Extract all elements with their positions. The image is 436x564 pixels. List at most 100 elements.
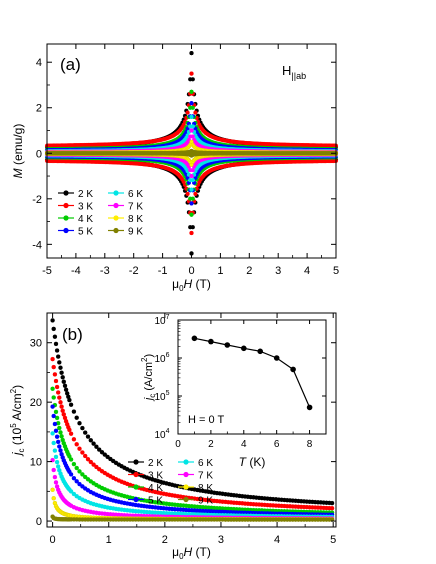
legend-marker bbox=[63, 215, 69, 221]
inset-y-tick-label: 106 bbox=[154, 352, 169, 365]
y-tick-label: 30 bbox=[30, 338, 42, 350]
legend-label: 8 K bbox=[128, 214, 143, 225]
legend-label: 4 K bbox=[148, 483, 163, 494]
data-point bbox=[59, 404, 64, 409]
legend-label: 7 K bbox=[198, 471, 213, 482]
data-point bbox=[52, 421, 58, 427]
x-tick-label: 4 bbox=[274, 534, 280, 546]
data-point bbox=[188, 225, 193, 230]
data-point bbox=[51, 440, 56, 446]
data-point bbox=[189, 101, 194, 106]
data-point bbox=[53, 428, 59, 433]
data-point bbox=[57, 360, 62, 365]
data-point bbox=[56, 464, 61, 469]
data-point bbox=[51, 395, 56, 400]
legend-label: 3 K bbox=[148, 471, 163, 482]
data-point bbox=[56, 354, 61, 359]
x-axis-label: μ0H (T) bbox=[172, 545, 211, 561]
data-point bbox=[82, 430, 88, 435]
legend-label: 3 K bbox=[78, 202, 93, 213]
data-point bbox=[50, 487, 55, 492]
x-axis-label: μ0H (T) bbox=[172, 277, 211, 293]
data-point bbox=[189, 212, 194, 217]
data-point bbox=[52, 474, 58, 480]
legend-marker bbox=[133, 459, 139, 465]
x-tick-label: 2 bbox=[246, 265, 252, 277]
data-point bbox=[54, 434, 60, 439]
legend-marker bbox=[63, 202, 69, 209]
data-point bbox=[188, 77, 193, 82]
data-point bbox=[54, 384, 60, 390]
data-point bbox=[53, 378, 59, 384]
data-point bbox=[71, 409, 77, 414]
legend-label: 9 K bbox=[198, 496, 213, 507]
legend-label: 2 K bbox=[148, 458, 163, 469]
data-point bbox=[68, 472, 74, 477]
inset-x-tick-label: 2 bbox=[208, 439, 214, 450]
data-point bbox=[68, 457, 74, 462]
x-tick-label: 5 bbox=[333, 265, 339, 277]
data-point bbox=[188, 105, 193, 110]
inset-data-point bbox=[241, 345, 247, 352]
data-point bbox=[88, 438, 94, 443]
legend-marker bbox=[63, 190, 69, 196]
inset-data-point bbox=[290, 366, 296, 373]
data-point bbox=[189, 114, 194, 119]
panel-label-a: (a) bbox=[60, 55, 81, 74]
data-point bbox=[80, 425, 85, 431]
y-axis-label: jc (105 A/cm2) bbox=[9, 385, 26, 457]
data-point bbox=[193, 110, 198, 115]
data-point bbox=[56, 439, 61, 445]
data-point bbox=[51, 326, 56, 332]
data-point bbox=[329, 506, 335, 511]
data-point bbox=[50, 431, 55, 436]
data-point bbox=[58, 448, 63, 453]
data-point bbox=[54, 348, 60, 353]
legend-label: 5 K bbox=[148, 496, 163, 507]
data-point bbox=[189, 187, 194, 192]
x-tick-label: 0 bbox=[50, 534, 56, 546]
legend-label: 5 K bbox=[78, 227, 93, 238]
inset-y-tick-label: 104 bbox=[154, 428, 169, 441]
legend-marker bbox=[133, 471, 139, 478]
inset-data-point bbox=[273, 355, 280, 361]
legend-marker bbox=[133, 496, 139, 503]
x-tick-label: 0 bbox=[188, 265, 194, 277]
inset-data-point bbox=[306, 404, 313, 411]
inset-x-axis-label: T (K) bbox=[239, 455, 266, 469]
legend-marker bbox=[113, 202, 119, 209]
data-point bbox=[56, 390, 61, 395]
data-point bbox=[53, 341, 59, 347]
data-point bbox=[51, 413, 56, 419]
y-tick-label: 20 bbox=[30, 397, 42, 409]
data-point bbox=[188, 124, 193, 129]
inset-data-point bbox=[224, 342, 231, 348]
data-point bbox=[189, 128, 194, 133]
data-point bbox=[51, 467, 56, 473]
inset-data-point bbox=[257, 348, 264, 355]
data-point bbox=[67, 397, 72, 403]
data-point bbox=[74, 465, 79, 471]
data-point bbox=[53, 409, 59, 415]
x-tick-label: 3 bbox=[218, 534, 224, 546]
data-point bbox=[51, 496, 56, 501]
data-point bbox=[189, 201, 194, 206]
x-tick-label: -2 bbox=[129, 265, 139, 277]
field-direction-annotation: H||ab bbox=[282, 63, 306, 81]
data-point bbox=[57, 444, 62, 449]
y-tick-label: -4 bbox=[32, 239, 42, 251]
panel-label-b: (b) bbox=[62, 325, 83, 344]
legend: 2 K3 K4 K5 K6 K7 K8 K9 K bbox=[128, 458, 213, 507]
legend-label: 8 K bbox=[198, 483, 213, 494]
data-point bbox=[71, 461, 77, 467]
data-point bbox=[54, 459, 60, 465]
data-point bbox=[77, 446, 82, 451]
data-point bbox=[189, 230, 194, 236]
data-point bbox=[50, 386, 55, 391]
y-tick-label: 2 bbox=[36, 103, 42, 115]
data-point bbox=[71, 437, 77, 442]
y-tick-label: 0 bbox=[36, 516, 42, 528]
data-point bbox=[185, 110, 190, 115]
